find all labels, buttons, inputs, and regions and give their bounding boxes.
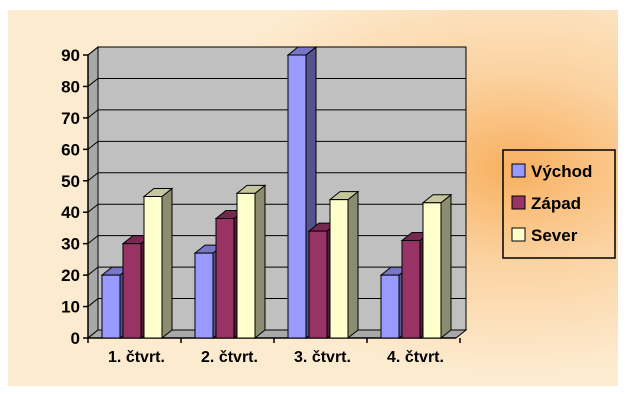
y-tick-label: 0 xyxy=(71,329,80,348)
legend-label: Sever xyxy=(531,226,578,245)
y-tick-label: 90 xyxy=(61,46,80,65)
legend: Východ Západ Sever xyxy=(502,149,616,259)
legend-swatch xyxy=(511,163,526,178)
bar-front xyxy=(308,230,328,339)
y-tick-label: 20 xyxy=(61,266,80,285)
bar-front xyxy=(401,240,421,339)
x-tick-label: 1. čtvrt. xyxy=(108,349,165,366)
y-tick-label: 50 xyxy=(61,172,80,191)
bar-side xyxy=(347,190,359,340)
legend-box xyxy=(502,149,616,259)
bar xyxy=(328,190,360,340)
bar-front xyxy=(215,218,235,339)
bar-side xyxy=(440,193,452,340)
legend-swatch xyxy=(511,227,526,242)
x-tick-label: 3. čtvrt. xyxy=(294,349,351,366)
gridline xyxy=(87,77,466,87)
gridline xyxy=(87,172,466,182)
bar-front xyxy=(287,54,307,339)
bar-side xyxy=(254,184,266,340)
bars xyxy=(100,45,453,340)
bar xyxy=(235,184,267,340)
bar-front xyxy=(422,202,442,339)
bar-front xyxy=(122,243,142,339)
gridline xyxy=(87,46,466,56)
bar-front xyxy=(236,192,256,339)
gridline xyxy=(87,109,466,119)
y-tick-label: 10 xyxy=(61,298,80,317)
bar-front xyxy=(143,196,163,339)
legend-label: Východ xyxy=(531,162,592,181)
x-tick-label: 4. čtvrt. xyxy=(387,349,444,366)
gridline xyxy=(87,140,466,150)
x-tick-label: 2. čtvrt. xyxy=(201,349,258,366)
bar-front xyxy=(101,274,121,339)
y-tick-label: 80 xyxy=(61,77,80,96)
bar-side xyxy=(161,187,173,340)
bar-front xyxy=(329,199,349,339)
bar xyxy=(142,187,174,340)
y-tick-label: 70 xyxy=(61,109,80,128)
legend-label: Západ xyxy=(531,194,581,213)
bar xyxy=(421,193,453,340)
plot-side-wall xyxy=(87,45,99,340)
y-tick-label: 40 xyxy=(61,203,80,222)
y-tick-label: 60 xyxy=(61,140,80,159)
bar-front xyxy=(380,274,400,339)
axis-labels: 0 10 20 30 40 50 60 70 80 90 1. čtvrt. 2. čtvrt. 3. … xyxy=(61,46,444,366)
legend-swatch xyxy=(511,195,526,210)
bar-front xyxy=(194,252,214,339)
y-tick-label: 30 xyxy=(61,235,80,254)
